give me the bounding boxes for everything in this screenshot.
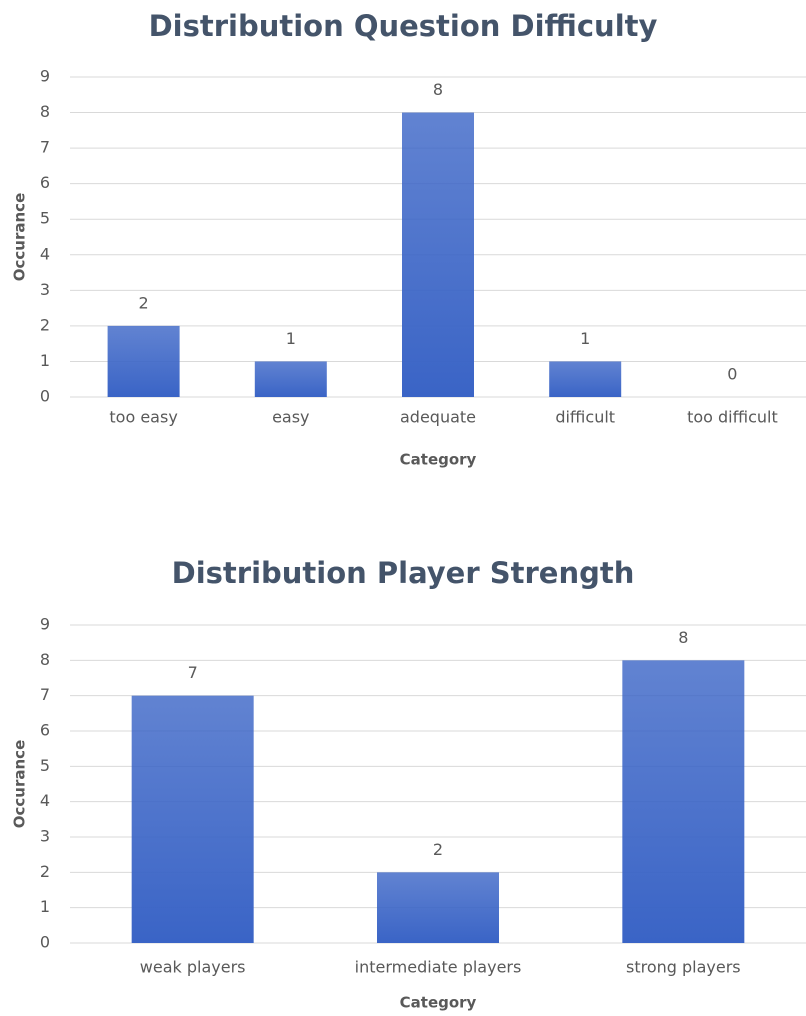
chart: Distribution Player Strength Occurance Cat…	[11, 556, 806, 1012]
chart-title: Distribution Question Difficulty	[149, 9, 658, 43]
x-tick-label: intermediate players	[355, 958, 522, 977]
data-label: 2	[433, 840, 443, 859]
x-tick-label: easy	[272, 408, 309, 427]
x-tick-label: weak players	[140, 958, 246, 977]
y-tick-label: 6	[40, 721, 50, 740]
y-tick-label: 0	[40, 933, 50, 952]
bar	[254, 361, 327, 397]
y-tick-label: 6	[40, 173, 50, 192]
y-tick-label: 5	[40, 209, 50, 228]
data-label: 1	[286, 329, 296, 348]
y-tick-label: 2	[40, 862, 50, 881]
data-label: 8	[433, 80, 443, 99]
x-tick-label: adequate	[400, 408, 476, 427]
bar	[622, 660, 745, 943]
y-tick-label: 3	[40, 280, 50, 299]
x-tick-label: too easy	[109, 408, 177, 427]
y-tick-label: 9	[40, 615, 50, 634]
y-tick-label: 2	[40, 315, 50, 334]
y-axis-title: Occurance	[11, 193, 29, 281]
y-tick-label: 5	[40, 756, 50, 775]
y-axis-title: Occurance	[11, 740, 29, 828]
data-label: 8	[678, 628, 688, 647]
y-tick-label: 1	[40, 897, 50, 916]
bar	[131, 695, 254, 943]
data-label: 1	[580, 329, 590, 348]
y-tick-label: 7	[40, 685, 50, 704]
bar	[549, 361, 622, 397]
x-axis-title: Category	[400, 451, 477, 469]
y-tick-label: 3	[40, 827, 50, 846]
y-tick-label: 8	[40, 650, 50, 669]
bar	[107, 325, 180, 397]
y-tick-label: 1	[40, 351, 50, 370]
chart-title: Distribution Player Strength	[172, 556, 635, 590]
chart: Distribution Question Difficulty Occuranc…	[11, 9, 806, 469]
y-tick-label: 8	[40, 102, 50, 121]
y-tick-label: 0	[40, 387, 50, 406]
data-label: 2	[139, 293, 149, 312]
data-label: 0	[727, 365, 737, 384]
bar	[377, 872, 499, 943]
x-tick-label: strong players	[626, 958, 741, 977]
x-axis-title: Category	[400, 994, 477, 1012]
bar	[402, 112, 474, 398]
x-tick-label: too difficult	[687, 408, 778, 427]
y-tick-label: 9	[40, 67, 50, 86]
x-tick-label: difficult	[555, 408, 615, 427]
y-tick-label: 4	[40, 791, 50, 810]
y-tick-label: 7	[40, 138, 50, 157]
data-label: 7	[188, 663, 198, 682]
y-tick-label: 4	[40, 244, 50, 263]
